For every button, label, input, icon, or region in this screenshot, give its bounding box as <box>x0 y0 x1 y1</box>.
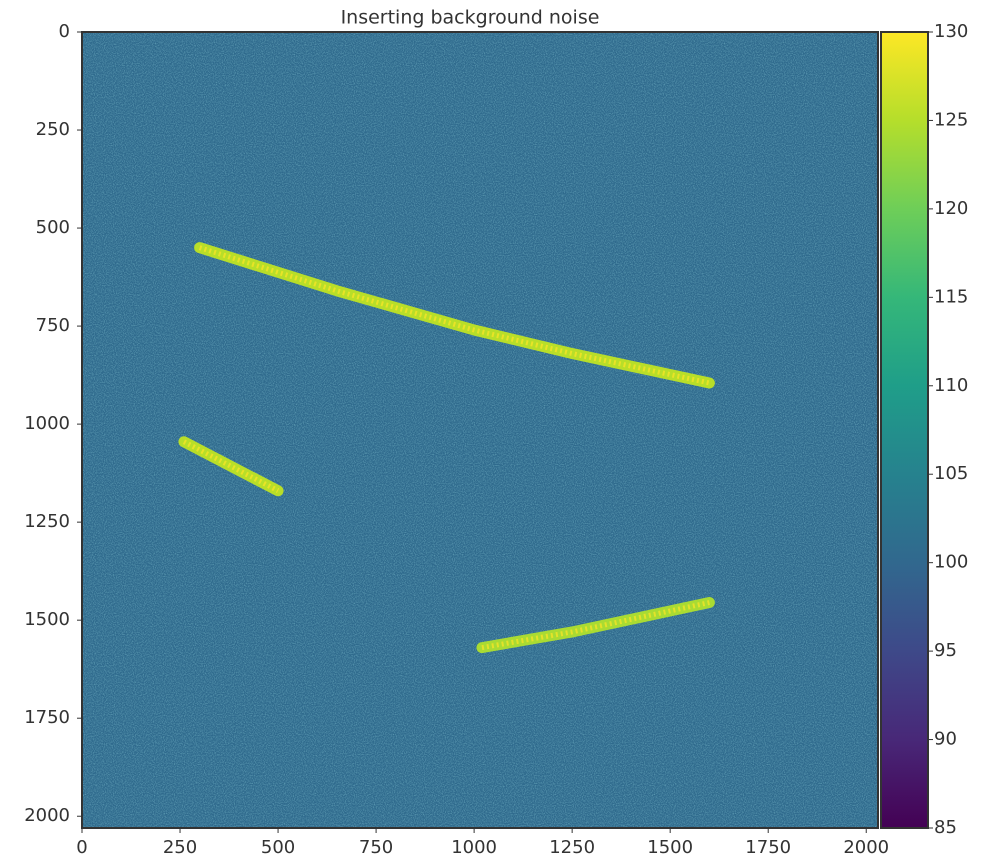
streak-noise <box>481 600 710 651</box>
y-tick-label: 0 <box>59 21 70 42</box>
x-tick-label: 1000 <box>451 837 497 858</box>
streak-noise <box>198 245 710 386</box>
y-tick-label: 750 <box>36 315 70 336</box>
x-tick-label: 2000 <box>843 837 889 858</box>
colorbar-tick-label: 110 <box>934 375 968 396</box>
x-tick-label: 750 <box>359 837 393 858</box>
colorbar-tick-label: 85 <box>934 817 957 838</box>
x-tick-label: 0 <box>76 837 87 858</box>
colorbar-tick-label: 125 <box>934 109 968 130</box>
y-tick-label: 1500 <box>24 609 70 630</box>
colorbar-tick-label: 115 <box>934 286 968 307</box>
y-tick-label: 1000 <box>24 413 70 434</box>
y-tick-label: 1750 <box>24 707 70 728</box>
x-tick-label: 1750 <box>745 837 791 858</box>
colorbar <box>880 31 929 829</box>
x-tick-label: 1250 <box>549 837 595 858</box>
y-tick-label: 2000 <box>24 805 70 826</box>
colorbar-tick-label: 120 <box>934 198 968 219</box>
colorbar-tick-label: 100 <box>934 552 968 573</box>
y-tick-label: 250 <box>36 119 70 140</box>
x-tick-label: 250 <box>163 837 197 858</box>
image-noise <box>82 32 878 828</box>
x-tick-label: 1500 <box>647 837 693 858</box>
streak <box>178 436 284 497</box>
colorbar-tick-label: 105 <box>934 463 968 484</box>
plot-frame <box>81 31 879 829</box>
y-tick-label: 1250 <box>24 511 70 532</box>
colorbar-tick-label: 130 <box>934 21 968 42</box>
y-tick-label: 500 <box>36 217 70 238</box>
colorbar-tick-label: 95 <box>934 640 957 661</box>
x-tick-label: 500 <box>261 837 295 858</box>
colorbar-tick-label: 90 <box>934 729 957 750</box>
chart-title: Inserting background noise <box>341 7 600 29</box>
